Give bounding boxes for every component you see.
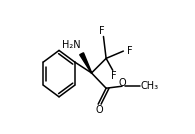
Text: O: O [96,105,103,115]
Text: F: F [111,71,116,81]
Text: H₂N: H₂N [62,40,81,50]
Text: F: F [127,46,132,56]
Text: O: O [118,77,126,88]
Polygon shape [80,53,92,73]
Text: F: F [99,26,105,36]
Text: CH₃: CH₃ [141,81,159,91]
